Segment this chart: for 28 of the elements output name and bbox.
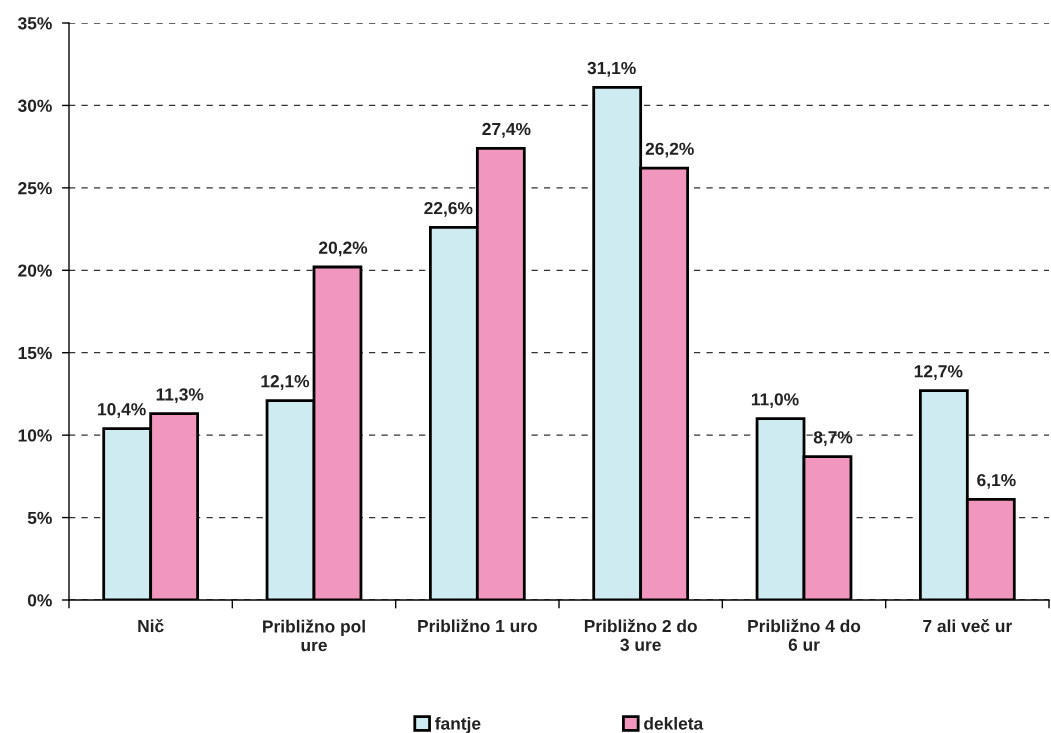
- data-label: 6,1%: [977, 473, 1016, 489]
- data-label: 26,2%: [645, 142, 694, 158]
- x-tick-label: Približno 4 do 6 ur: [748, 619, 861, 651]
- legend-label: fantje: [435, 716, 481, 733]
- x-tick-label: Nič: [138, 619, 164, 633]
- data-label: 31,1%: [587, 61, 636, 77]
- data-label: 11,0%: [751, 393, 799, 409]
- data-label: 10,4%: [98, 403, 146, 418]
- data-label: 12,7%: [914, 365, 963, 380]
- data-label: 22,6%: [424, 201, 473, 217]
- y-tick-label: 0%: [27, 594, 52, 607]
- data-label: 8,7%: [813, 431, 853, 446]
- y-tick-label: 5%: [27, 511, 52, 525]
- y-tick-label: 20%: [18, 264, 52, 277]
- x-tick-label: 7 ali več ur: [923, 619, 1012, 633]
- data-label: 11,3%: [156, 388, 204, 404]
- data-label: 12,1%: [261, 375, 310, 390]
- y-tick-label: 35%: [17, 17, 52, 30]
- x-tick-label: Približno 1 uro: [418, 619, 537, 633]
- data-label: 20,2%: [319, 241, 368, 257]
- y-tick-label: 30%: [17, 99, 52, 112]
- y-tick-label: 10%: [18, 429, 52, 442]
- y-tick-label: 25%: [18, 182, 52, 195]
- data-label: 27,4%: [482, 122, 531, 138]
- y-tick-label: 15%: [18, 346, 52, 360]
- x-tick-label: Približno pol ure: [263, 619, 365, 652]
- x-tick-label: Približno 2 do 3 ure: [584, 619, 697, 651]
- legend-label: dekleta: [644, 716, 704, 730]
